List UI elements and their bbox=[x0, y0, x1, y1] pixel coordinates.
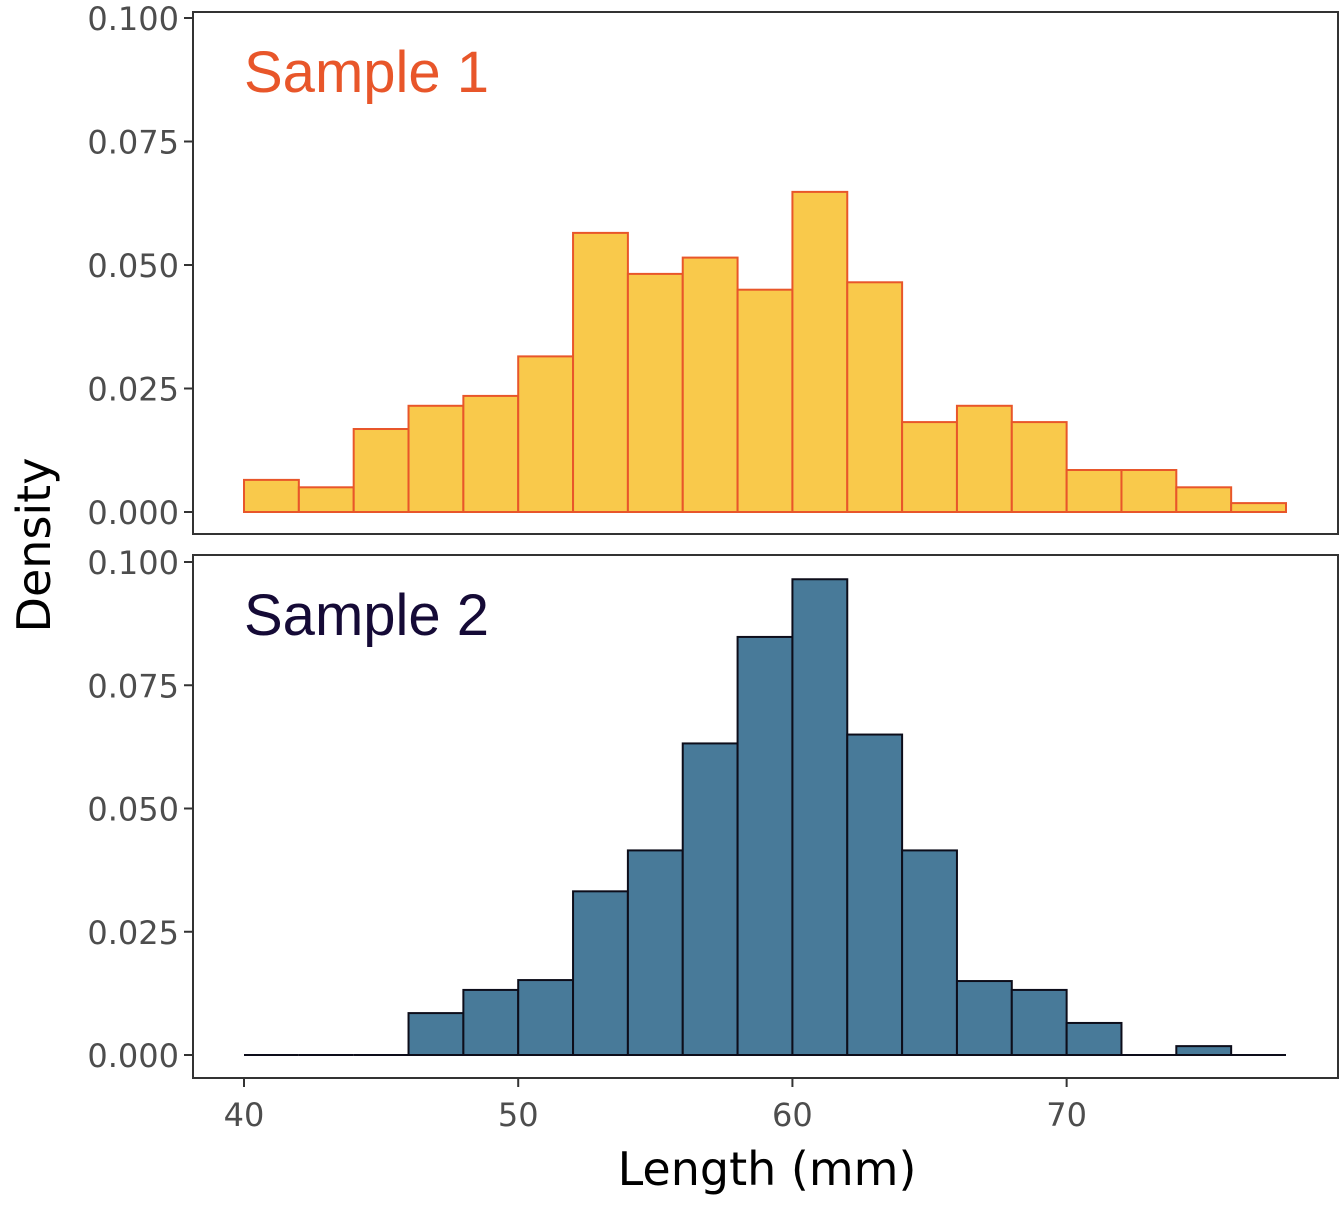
sample-1-bar bbox=[1010, 421, 1068, 514]
sample-2-bar bbox=[681, 742, 739, 1056]
sample-2-bar bbox=[1065, 1021, 1123, 1057]
sample-2-bar bbox=[626, 849, 684, 1057]
sample-1-bar bbox=[901, 421, 958, 514]
sample-1-bar bbox=[407, 404, 465, 514]
sample-1-bar bbox=[681, 256, 739, 513]
sample-1-bar bbox=[1065, 469, 1123, 514]
sample-1-bar bbox=[243, 478, 300, 514]
x-tick-label: 70 bbox=[1046, 1096, 1087, 1134]
sample-2-bar bbox=[572, 890, 629, 1056]
panel-2-y-tick-label: 0.050 bbox=[87, 791, 179, 829]
panel-1-y-tick-label: 0.025 bbox=[87, 371, 179, 409]
sample-1-bar bbox=[517, 355, 575, 514]
sample-1-bar bbox=[1120, 469, 1178, 514]
y-axis-title: Density bbox=[7, 458, 61, 633]
panel-2-y-tick-label: 0.025 bbox=[87, 914, 179, 952]
sample-1-bar bbox=[736, 288, 794, 514]
sample-1-bar bbox=[626, 272, 684, 513]
panel-1-label: Sample 1 bbox=[244, 40, 489, 105]
sample-1-bar bbox=[1230, 502, 1287, 514]
panel-1-y-tick-label: 0.100 bbox=[87, 0, 179, 38]
x-tick-label: 60 bbox=[772, 1096, 813, 1134]
sample-1-bar bbox=[297, 486, 355, 513]
sample-2-bar bbox=[517, 979, 575, 1057]
sample-1-bar bbox=[352, 428, 410, 513]
panel-2-y-tick-label: 0.075 bbox=[87, 667, 179, 705]
sample-1-bar bbox=[1175, 486, 1233, 513]
panel-1-y-tick-label: 0.000 bbox=[87, 494, 179, 532]
x-tick-label: 50 bbox=[498, 1096, 539, 1134]
sample-2-bar bbox=[407, 1012, 465, 1056]
panel-1-y-tick-label: 0.075 bbox=[87, 124, 179, 162]
sample-2-bar bbox=[901, 849, 958, 1057]
sample-2-bar bbox=[736, 635, 794, 1056]
sample-2-bar bbox=[462, 988, 520, 1057]
sample-2-bar bbox=[846, 733, 904, 1056]
x-tick-label: 40 bbox=[224, 1096, 265, 1134]
sample-2-bar bbox=[1175, 1045, 1233, 1056]
panel-2-y-tick-label: 0.000 bbox=[87, 1037, 179, 1075]
sample-1-bar bbox=[462, 394, 520, 513]
sample-2-bar bbox=[791, 578, 849, 1056]
panel-2-y-tick-label: 0.100 bbox=[87, 544, 179, 582]
sample-1-bar bbox=[572, 231, 629, 513]
panel-1-y-tick-label: 0.050 bbox=[87, 247, 179, 285]
sample-2-bar bbox=[955, 980, 1013, 1056]
sample-1-bar bbox=[846, 281, 904, 514]
sample-1-bar bbox=[955, 404, 1013, 514]
x-axis-title: Length (mm) bbox=[618, 1142, 917, 1196]
sample-2-bar bbox=[1010, 988, 1068, 1057]
sample-1-bar bbox=[791, 190, 849, 513]
panel-2-label: Sample 2 bbox=[244, 583, 489, 648]
